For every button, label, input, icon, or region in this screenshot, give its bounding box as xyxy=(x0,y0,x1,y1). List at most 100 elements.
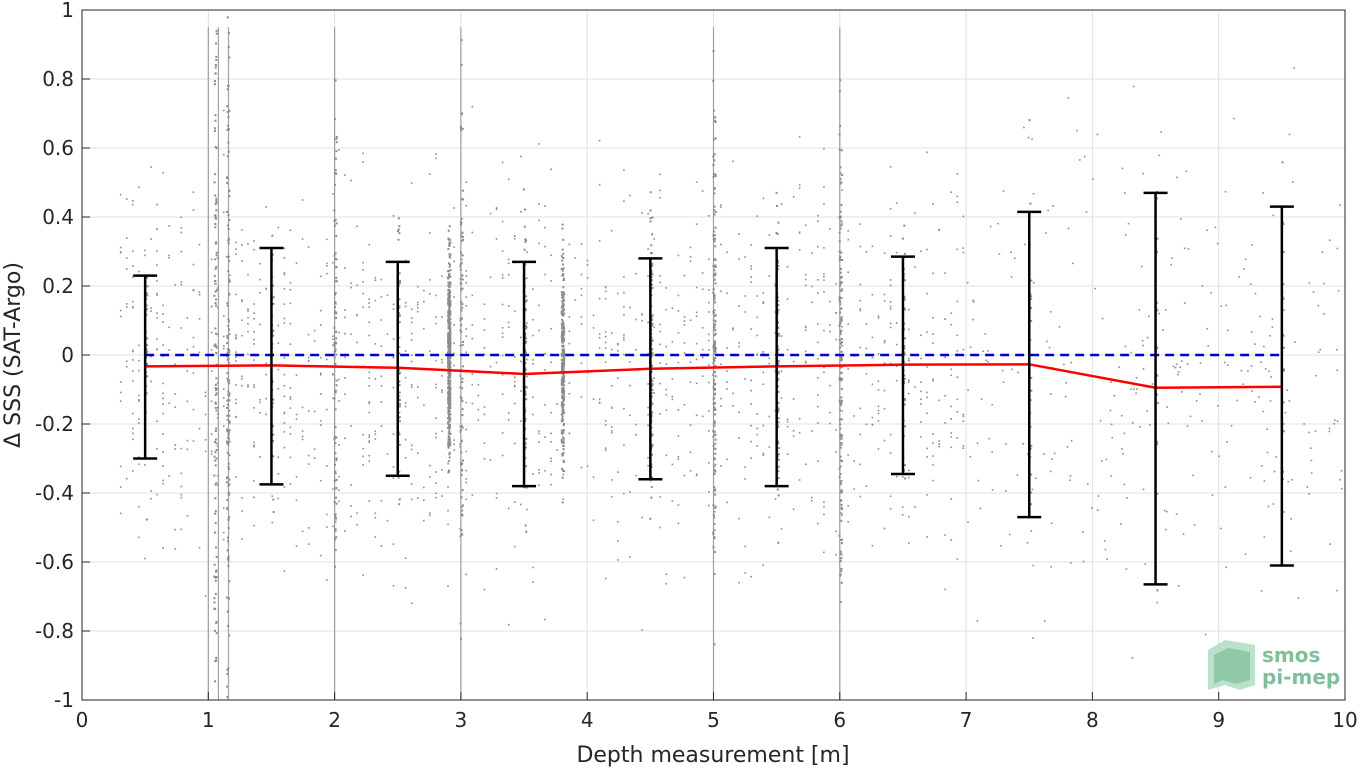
scatter-point xyxy=(289,288,292,291)
scatter-point xyxy=(483,406,486,408)
scatter-point xyxy=(162,403,164,406)
scatter-point xyxy=(532,288,534,290)
scatter-point xyxy=(460,239,463,242)
scatter-point xyxy=(768,446,771,448)
scatter-point xyxy=(225,428,228,431)
scatter-point xyxy=(780,528,783,530)
scatter-point xyxy=(214,660,217,663)
scatter-point xyxy=(449,443,452,446)
scatter-point xyxy=(144,249,146,252)
scatter-point xyxy=(841,288,843,290)
scatter-point xyxy=(647,413,649,416)
scatter-point xyxy=(714,342,717,345)
scatter-point xyxy=(214,429,217,432)
scatter-point xyxy=(449,355,452,358)
scatter-point xyxy=(162,482,164,485)
scatter-point xyxy=(920,403,922,405)
scatter-point xyxy=(835,553,837,556)
scatter-point xyxy=(823,291,825,293)
scatter-point xyxy=(146,363,149,366)
scatter-point xyxy=(313,448,316,450)
scatter-point xyxy=(448,404,451,407)
scatter-point xyxy=(1267,505,1270,508)
scatter-point xyxy=(253,441,255,444)
scatter-point xyxy=(495,361,498,364)
scatter-point xyxy=(1138,309,1141,311)
scatter-point xyxy=(397,476,400,479)
scatter-point xyxy=(398,312,401,315)
scatter-point xyxy=(1156,442,1159,445)
scatter-point xyxy=(326,465,328,467)
scatter-point xyxy=(216,417,219,420)
scatter-point xyxy=(926,456,928,458)
scatter-point xyxy=(714,425,716,427)
scatter-point xyxy=(259,291,261,294)
scatter-point xyxy=(213,607,216,610)
scatter-point xyxy=(460,496,463,499)
scatter-point xyxy=(713,187,716,190)
scatter-point xyxy=(1032,564,1034,567)
scatter-point xyxy=(714,347,717,350)
scatter-point xyxy=(659,323,662,326)
scatter-point xyxy=(840,443,843,446)
scatter-point xyxy=(525,300,528,303)
scatter-point xyxy=(398,420,401,423)
scatter-point xyxy=(335,137,338,140)
y-tick-label: -0.4 xyxy=(35,481,74,505)
scatter-point xyxy=(213,275,216,278)
scatter-point xyxy=(180,231,183,234)
scatter-point xyxy=(920,357,922,360)
scatter-point xyxy=(840,581,843,584)
scatter-point xyxy=(150,380,152,383)
scatter-point xyxy=(840,557,843,560)
scatter-point xyxy=(186,348,189,351)
scatter-point xyxy=(871,293,874,296)
scatter-point xyxy=(429,350,431,352)
scatter-point xyxy=(253,524,255,527)
scatter-point xyxy=(561,259,564,262)
scatter-point xyxy=(610,332,613,334)
scatter-point xyxy=(520,503,522,506)
scatter-point xyxy=(283,422,286,424)
scatter-point xyxy=(598,183,601,186)
scatter-point xyxy=(707,410,710,412)
scatter-point xyxy=(798,187,801,190)
scatter-point xyxy=(235,248,237,250)
scatter-point xyxy=(429,293,431,295)
scatter-point xyxy=(604,335,607,338)
scatter-point xyxy=(829,384,831,387)
scatter-point xyxy=(398,352,401,355)
scatter-point xyxy=(560,255,563,258)
scatter-point xyxy=(714,375,717,378)
scatter-point xyxy=(459,528,461,530)
scatter-point xyxy=(460,63,463,66)
scatter-point xyxy=(840,499,843,502)
scatter-point xyxy=(932,272,934,275)
scatter-point xyxy=(563,357,566,360)
scatter-point xyxy=(435,432,437,435)
scatter-point xyxy=(146,350,149,353)
scatter-point xyxy=(1282,223,1285,226)
scatter-point xyxy=(984,333,987,335)
scatter-point xyxy=(560,431,563,434)
scatter-point xyxy=(1070,562,1072,564)
scatter-point xyxy=(714,438,717,441)
scatter-point xyxy=(1164,528,1167,531)
scatter-point xyxy=(877,448,880,450)
scatter-point xyxy=(448,414,451,417)
scatter-point xyxy=(653,326,655,329)
scatter-point xyxy=(775,231,778,234)
scatter-point xyxy=(229,279,231,282)
scatter-point xyxy=(215,351,218,354)
scatter-point xyxy=(726,501,728,504)
scatter-point xyxy=(908,381,910,383)
scatter-point xyxy=(840,542,843,545)
scatter-point xyxy=(1151,383,1154,385)
scatter-point xyxy=(253,386,255,389)
scatter-point xyxy=(665,345,668,348)
scatter-point xyxy=(253,240,255,242)
scatter-point xyxy=(586,259,589,262)
scatter-point xyxy=(976,442,979,444)
scatter-point xyxy=(216,333,219,336)
scatter-point xyxy=(1156,237,1159,240)
